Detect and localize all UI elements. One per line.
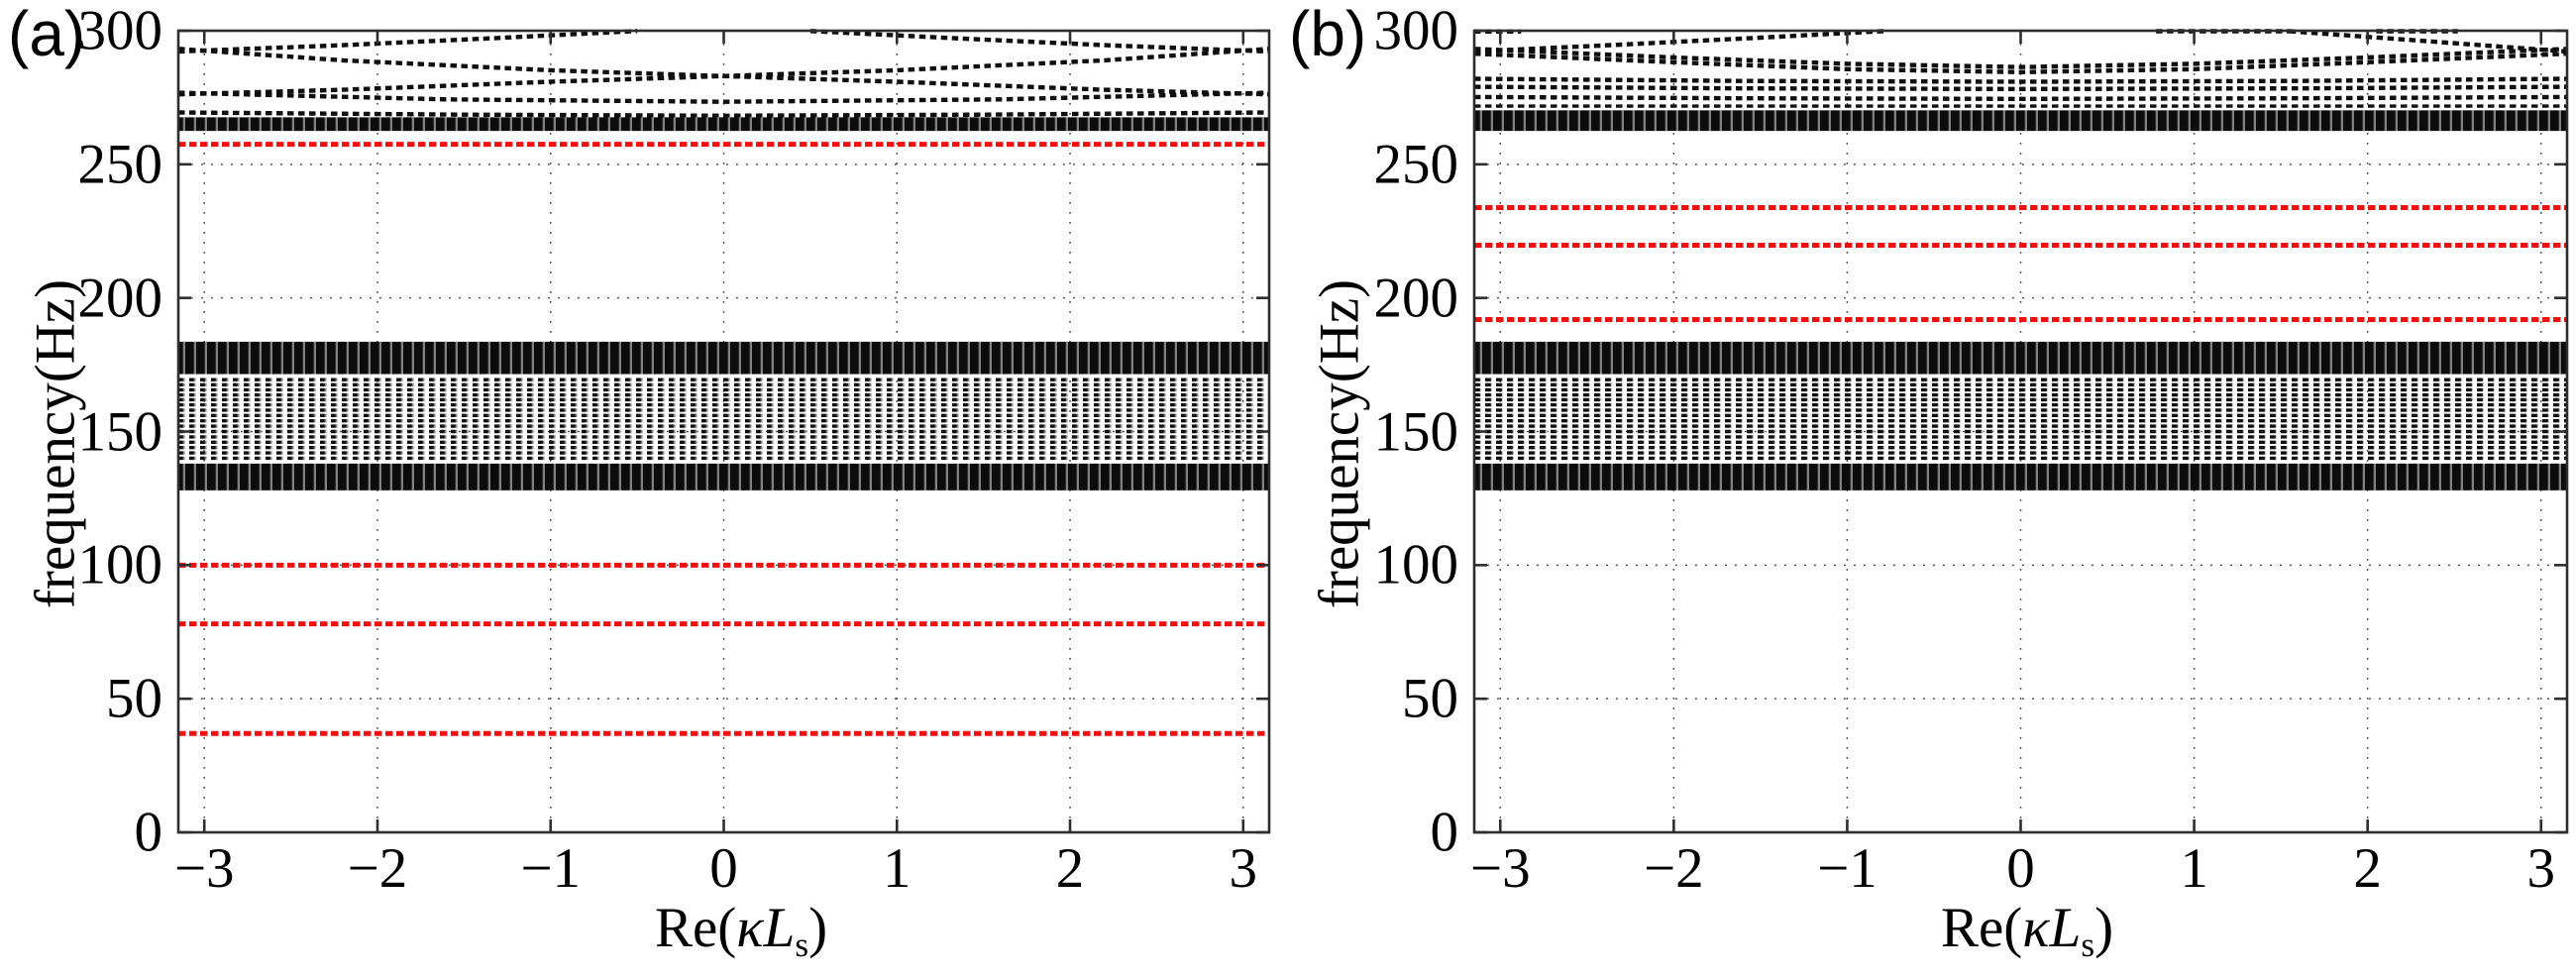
panel-a-xlabel-subscript: s: [795, 925, 809, 964]
panel-a-xlabel-L: L: [763, 897, 796, 959]
y-tick-label-a: 250: [77, 133, 163, 196]
x-tick-label-a: 1: [883, 837, 912, 900]
band-curve-tent-right: [2289, 29, 2568, 54]
band-curve-dip-279: [1473, 84, 2568, 92]
panel-b-xlabel-prefix: Re(: [1940, 897, 2023, 959]
y-tick-label-b: 150: [1373, 400, 1459, 463]
x-tick-label-a: −2: [347, 837, 408, 900]
y-tick-label-b: 0: [1430, 801, 1459, 864]
band-curve-arc-upper: [1473, 47, 2568, 69]
black-bands-b: [1473, 29, 2568, 490]
panel-b-ylabel: frequency(Hz): [1308, 278, 1371, 609]
y-tick-label-b: 100: [1373, 533, 1459, 597]
y-tick-label-b: 200: [1373, 267, 1459, 330]
x-tick-label-b: 1: [2180, 837, 2208, 900]
band-curve-tent-right: [809, 29, 1270, 54]
x-tick-label-b: 2: [2353, 837, 2382, 900]
band-curve-cross-descending: [177, 47, 1270, 97]
panel-a-xlabel-prefix: Re(: [654, 897, 737, 959]
x-tick-label-b: 3: [2526, 837, 2555, 900]
panel-b-xlabel-suffix: ): [2094, 897, 2114, 959]
panel-b-xlabel-subscript: s: [2081, 925, 2095, 964]
panel-a-ylabel: frequency(Hz): [24, 278, 87, 609]
red-defect-modes-a: [178, 142, 1269, 736]
panel-b-tag: (b): [1289, 0, 1367, 69]
panel-a-xlabel: Re(κLs): [655, 900, 827, 962]
y-tick-label-a: 200: [77, 267, 163, 330]
x-tick-label-a: 0: [709, 837, 738, 900]
y-tick-label-b: 300: [1373, 0, 1459, 62]
band-curve-dip-282: [1473, 76, 2568, 84]
y-tick-label-b: 250: [1373, 133, 1459, 196]
axes-frame-b: [1472, 29, 2569, 834]
x-tick-label-b: −1: [1817, 837, 1878, 900]
panel-a-plot: [176, 29, 1271, 834]
band-curve-tent-left: [1473, 29, 1886, 54]
y-tick-label-a: 0: [134, 801, 163, 864]
panel-a-xlabel-suffix: ): [808, 897, 828, 959]
panel-a-xlabel-kappa: κ: [736, 897, 764, 959]
band-curve-dip-275: [1473, 94, 2568, 102]
red-defect-modes-b: [1474, 205, 2567, 323]
x-tick-label-a: −3: [173, 837, 235, 900]
panel-b-plot: [1472, 29, 2569, 834]
x-tick-label-a: −1: [520, 837, 582, 900]
axes-frame-a: [176, 29, 1271, 834]
panel-b-xlabel: Re(κLs): [1941, 900, 2113, 962]
y-tick-label-a: 150: [77, 400, 163, 463]
band-curve-dip-276: [177, 90, 1270, 104]
y-tick-label-a: 100: [77, 533, 163, 597]
band-curve-tent-left: [177, 29, 638, 54]
panel-b-xlabel-L: L: [2049, 897, 2082, 959]
x-tick-label-a: 3: [1229, 837, 1258, 900]
x-tick-label-b: 0: [2006, 837, 2035, 900]
x-tick-label-b: −2: [1644, 837, 1704, 900]
x-tick-label-a: 2: [1055, 837, 1085, 900]
y-tick-label-a: 50: [106, 667, 162, 730]
band-curve-cross-ascending: [177, 47, 1270, 97]
black-bands-a: [177, 29, 1270, 490]
panel-a-tag: (a): [8, 0, 86, 69]
band-curve-dip-269: [177, 110, 1270, 119]
panel-b-xlabel-kappa: κ: [2022, 897, 2050, 959]
y-tick-label-b: 50: [1402, 667, 1458, 730]
x-tick-label-b: −3: [1469, 837, 1531, 900]
y-tick-label-a: 300: [77, 0, 163, 62]
band-curve-arc-lower: [1473, 52, 2568, 75]
